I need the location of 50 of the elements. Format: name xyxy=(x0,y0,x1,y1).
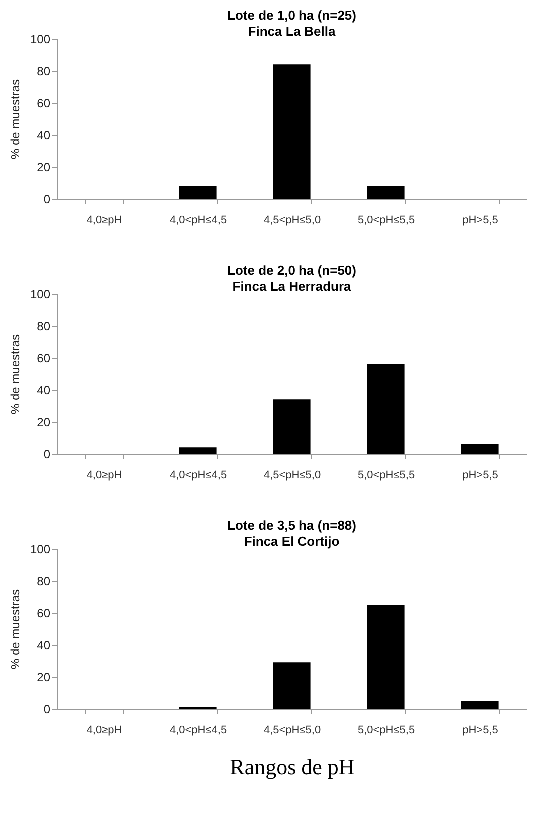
chart-title: Lote de 1,0 ha (n=25) xyxy=(228,8,356,23)
y-tick-label: 80 xyxy=(37,574,51,588)
y-axis-title: % de muestras xyxy=(8,334,22,415)
bar xyxy=(273,662,311,709)
x-tick-label: 4,0≥pH xyxy=(86,214,122,226)
x-tick-label: 5,0<pH≤5,5 xyxy=(358,470,416,482)
y-tick-label: 0 xyxy=(44,702,51,716)
bar xyxy=(367,364,405,454)
chart-title: Lote de 3,5 ha (n=88) xyxy=(228,518,356,533)
x-tick-label: 4,5<pH≤5,0 xyxy=(264,724,322,736)
x-tick-label: pH>5,5 xyxy=(462,470,498,482)
chart-subtitle: Finca El Cortijo xyxy=(244,534,340,549)
x-tick-label: 4,5<pH≤5,0 xyxy=(264,214,322,226)
x-tick-label: 4,0<pH≤4,5 xyxy=(170,470,228,482)
x-tick-label: 5,0<pH≤5,5 xyxy=(358,724,416,736)
x-axis-title: Rangos de pH xyxy=(230,754,355,780)
x-tick-label: pH>5,5 xyxy=(462,214,498,226)
y-axis-title: % de muestras xyxy=(8,79,22,160)
y-tick-label: 100 xyxy=(30,32,51,46)
bar xyxy=(461,701,499,709)
y-tick-label: 60 xyxy=(37,606,51,620)
chart-subtitle: Finca La Bella xyxy=(248,24,336,39)
chart-title: Lote de 2,0 ha (n=50) xyxy=(228,263,356,278)
y-tick-label: 40 xyxy=(37,384,51,398)
y-tick-label: 100 xyxy=(30,542,51,556)
bar xyxy=(461,444,499,454)
y-tick-label: 80 xyxy=(37,320,51,334)
y-tick-label: 40 xyxy=(37,128,51,142)
y-tick-label: 20 xyxy=(37,160,51,174)
chart-subtitle: Finca La Herradura xyxy=(232,279,352,294)
y-tick-label: 80 xyxy=(37,64,51,78)
x-tick-label: 4,0≥pH xyxy=(86,470,122,482)
bar xyxy=(273,400,311,454)
x-tick-label: 4,0<pH≤4,5 xyxy=(170,214,228,226)
bar xyxy=(367,605,405,709)
x-tick-label: 4,5<pH≤5,0 xyxy=(264,470,322,482)
x-tick-label: pH>5,5 xyxy=(462,724,498,736)
y-tick-label: 0 xyxy=(44,192,51,206)
y-tick-label: 20 xyxy=(37,670,51,684)
y-tick-label: 60 xyxy=(37,352,51,366)
y-tick-label: 20 xyxy=(37,416,51,430)
x-tick-label: 5,0<pH≤5,5 xyxy=(358,214,416,226)
x-tick-label: 4,0<pH≤4,5 xyxy=(170,724,228,736)
y-tick-label: 100 xyxy=(30,288,51,302)
bar xyxy=(179,448,217,454)
y-tick-label: 60 xyxy=(37,96,51,110)
y-axis-title: % de muestras xyxy=(8,589,22,670)
x-tick-label: 4,0≥pH xyxy=(86,724,122,736)
y-tick-label: 0 xyxy=(44,448,51,462)
y-tick-label: 40 xyxy=(37,638,51,652)
